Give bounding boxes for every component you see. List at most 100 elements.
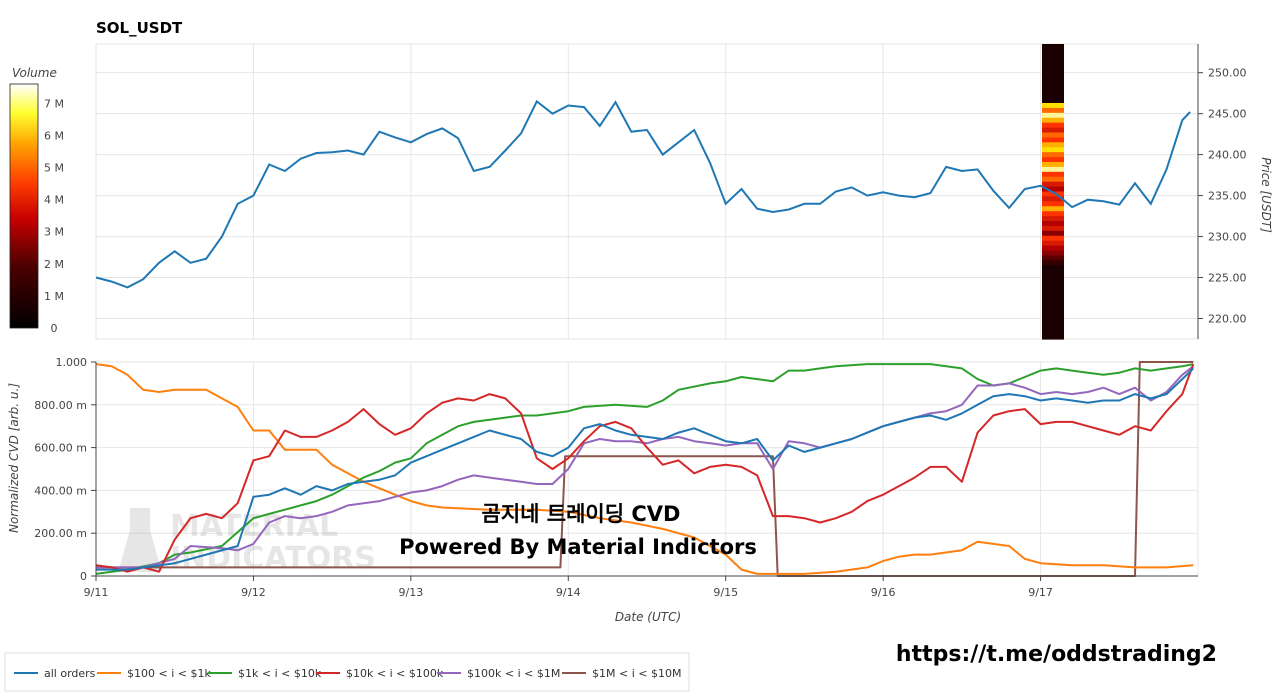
legend-label: $1k < i < $10k — [238, 667, 322, 680]
legend-label: $100 < i < $1k — [127, 667, 211, 680]
colorbar-tick-label: 7 M — [44, 97, 64, 110]
heatmap-cell — [1042, 117, 1064, 124]
heatmap-cell — [1042, 319, 1064, 325]
heatmap-cell — [1042, 289, 1064, 296]
heatmap-cell — [1042, 191, 1064, 198]
heatmap-cell — [1042, 93, 1064, 99]
heatmap-cell — [1042, 211, 1064, 217]
x-tick-label: 9/13 — [399, 586, 424, 599]
heatmap-cell — [1042, 314, 1064, 320]
heatmap-cell — [1042, 221, 1064, 227]
legend-label: $1M < i < $10M — [592, 667, 681, 680]
colorbar — [9, 83, 39, 329]
heatmap-cell — [1042, 186, 1064, 193]
heatmap-cell — [1042, 329, 1064, 335]
x-tick-label: 9/12 — [241, 586, 266, 599]
price-tick-label: 220.00 — [1208, 313, 1247, 326]
overlay-powered-by: Powered By Material Indictors — [399, 535, 757, 559]
heatmap-cell — [1042, 225, 1064, 232]
telegram-url: https://t.me/oddstrading2 — [896, 642, 1217, 667]
cvd-tick-label: 800.00 m — [34, 399, 87, 412]
price-axis-ticks: 220.00 225.00 230.00 235.00 240.00 245.00 250.… — [1198, 67, 1247, 326]
cvd-series-line — [96, 365, 1194, 569]
heatmap-cell — [1042, 112, 1064, 119]
heatmap-cell — [1042, 48, 1064, 55]
heatmap-cell — [1042, 137, 1064, 143]
heatmap-cell — [1042, 142, 1064, 148]
cvd-series-lines — [95, 361, 1195, 577]
legend-label: $100k < i < $1M — [467, 667, 560, 680]
heatmap-cell — [1042, 166, 1064, 173]
price-tick-label: 250.00 — [1208, 67, 1247, 80]
price-line — [95, 99, 1191, 289]
x-axis-title: Date (UTC) — [615, 610, 681, 624]
heatmap-cell — [1042, 132, 1064, 139]
heatmap-cell — [1042, 122, 1064, 129]
heatmap-cell — [1042, 107, 1064, 114]
material-indicators-watermark: MATERIAL INDICATORS — [118, 508, 376, 576]
price-tick-label: 245.00 — [1208, 108, 1247, 121]
colorbar-tick-label: 1 M — [44, 290, 64, 303]
heatmap-cell — [1042, 176, 1064, 183]
heatmap-cell — [1042, 157, 1064, 163]
heatmap-cell — [1042, 206, 1064, 212]
volume-heatmap-strip — [1042, 44, 1064, 340]
heatmap-cell — [1042, 309, 1064, 316]
heatmap-cell — [1042, 73, 1064, 80]
price-tick-label: 235.00 — [1208, 190, 1247, 203]
heatmap-cell — [1042, 98, 1064, 104]
heatmap-cell — [1042, 152, 1064, 158]
heatmap-cell — [1042, 88, 1064, 94]
price-tick-label: 225.00 — [1208, 272, 1247, 285]
heatmap-cell — [1042, 44, 1064, 50]
price-tick-label: 240.00 — [1208, 149, 1247, 162]
heatmap-cell — [1042, 294, 1064, 301]
heatmap-cell — [1042, 78, 1064, 84]
heatmap-cell — [1042, 240, 1064, 247]
cvd-series-line — [95, 363, 1194, 575]
heatmap-cell — [1042, 334, 1064, 340]
heatmap-cell — [1042, 265, 1064, 271]
x-tick-label: 9/17 — [1028, 586, 1053, 599]
heatmap-cell — [1042, 304, 1064, 311]
x-tick-label: 9/15 — [713, 586, 738, 599]
heatmap-cell — [1042, 230, 1064, 237]
price-plot-area — [95, 43, 1199, 340]
heatmap-cell — [1042, 216, 1064, 222]
heatmap-cell — [1042, 63, 1064, 70]
heatmap-cell — [1042, 103, 1064, 109]
legend-label: all orders — [44, 667, 96, 680]
heatmap-cell — [1042, 324, 1064, 330]
overlay-korean-title: 곰지네 트레이딩 CVD — [482, 502, 681, 526]
colorbar-tick-label: 5 M — [44, 161, 64, 174]
heatmap-cell — [1042, 147, 1064, 153]
x-tick-label: 9/11 — [84, 586, 109, 599]
heatmap-cell — [1042, 196, 1064, 202]
cvd-y-ticks: 0 200.00 m 400.00 m 600.00 m 800.00 m 1.000 — [34, 356, 96, 583]
heatmap-cell — [1042, 275, 1064, 281]
colorbar-tick-label: 2 M — [44, 258, 64, 271]
legend: all orders $100 < i < $1k $1k < i < $10k $1… — [4, 652, 690, 692]
cvd-axis-title: Normalized CVD [arb. u.] — [7, 383, 21, 533]
heatmap-cell — [1042, 162, 1064, 168]
x-tick-label: 9/14 — [556, 586, 581, 599]
cvd-series-line — [96, 367, 1194, 571]
cvd-series-line — [95, 363, 1195, 573]
cvd-tick-label: 600.00 m — [34, 442, 87, 455]
colorbar-tick-label: 6 M — [44, 129, 64, 142]
heatmap-cell — [1042, 255, 1064, 261]
cvd-tick-label: 1.000 — [56, 356, 88, 369]
heatmap-cell — [1042, 299, 1064, 306]
heatmap-cell — [1042, 58, 1064, 65]
heatmap-cell — [1042, 201, 1064, 207]
colorbar-tick-label: 4 M — [44, 194, 64, 207]
price-panel: 220.00 225.00 230.00 235.00 240.00 245.00 250.… — [95, 43, 1273, 340]
heatmap-cell — [1042, 68, 1064, 75]
heatmap-cell — [1042, 284, 1064, 291]
colorbar-tick-label: 3 M — [44, 226, 64, 239]
flask-logo-icon — [118, 508, 162, 572]
colorbar-ticks: 0 1 M 2 M 3 M 4 M 5 M 6 M 7 M — [44, 97, 64, 335]
heatmap-cell — [1042, 53, 1064, 60]
cvd-tick-label: 400.00 m — [34, 484, 87, 497]
